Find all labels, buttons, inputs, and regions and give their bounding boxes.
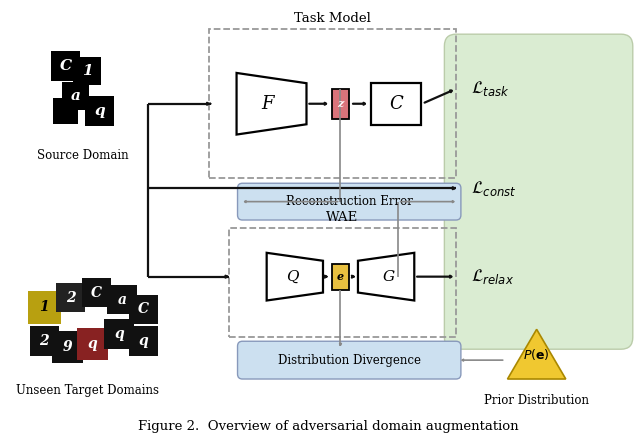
FancyBboxPatch shape [444,34,633,349]
Text: Task Model: Task Model [294,12,371,25]
Bar [62,82,89,110]
Text: Source Domain: Source Domain [37,149,129,162]
Bar [29,326,59,356]
Text: a: a [118,293,127,306]
Bar [332,264,349,289]
Text: q: q [114,327,124,341]
Polygon shape [237,73,307,135]
Bar [51,51,80,81]
Text: Unseen Target Domains: Unseen Target Domains [15,385,159,397]
Text: $\mathcal{L}_{relax}$: $\mathcal{L}_{relax}$ [470,267,513,286]
Text: Reconstruction Error: Reconstruction Error [286,195,413,208]
Text: a: a [70,89,80,103]
Text: C: C [389,95,403,113]
Bar [209,29,456,178]
Text: 9: 9 [63,340,72,354]
Text: Distribution Divergence: Distribution Divergence [278,353,420,367]
FancyBboxPatch shape [237,183,461,220]
Text: WAE: WAE [326,211,358,224]
Text: Figure 2.  Overview of adversarial domain augmentation: Figure 2. Overview of adversarial domain… [138,420,518,432]
Bar [74,57,100,85]
Text: $\mathcal{L}_{const}$: $\mathcal{L}_{const}$ [470,179,516,198]
Bar [129,294,158,325]
Text: q: q [94,104,105,118]
Bar [228,228,456,337]
Text: 2: 2 [40,334,49,348]
Bar [28,290,61,325]
Bar [129,326,158,356]
Bar [104,319,134,349]
Bar [52,331,83,363]
Bar [53,98,78,123]
Bar [56,283,85,313]
Text: q: q [88,337,98,351]
Polygon shape [508,329,566,379]
FancyBboxPatch shape [237,341,461,379]
Text: 2: 2 [66,290,76,305]
Bar [77,328,108,360]
Text: $\mathcal{L}_{task}$: $\mathcal{L}_{task}$ [470,79,509,98]
Bar [332,89,349,119]
Text: C: C [92,285,102,300]
Polygon shape [267,253,323,301]
Bar [85,96,114,126]
Text: C: C [138,302,149,317]
Text: F: F [261,95,274,113]
Text: C: C [60,59,72,73]
Bar [82,278,111,307]
Text: z: z [337,98,344,109]
Text: $P(\mathbf{e})$: $P(\mathbf{e})$ [524,347,550,362]
Text: 1: 1 [82,64,92,78]
Text: e: e [337,271,344,282]
Bar [108,285,136,314]
Text: q: q [138,334,148,348]
Polygon shape [358,253,414,301]
Text: Q: Q [285,270,298,284]
Bar [371,83,421,125]
Text: 1: 1 [40,301,49,314]
Text: Prior Distribution: Prior Distribution [484,394,589,408]
Text: G: G [383,270,395,284]
